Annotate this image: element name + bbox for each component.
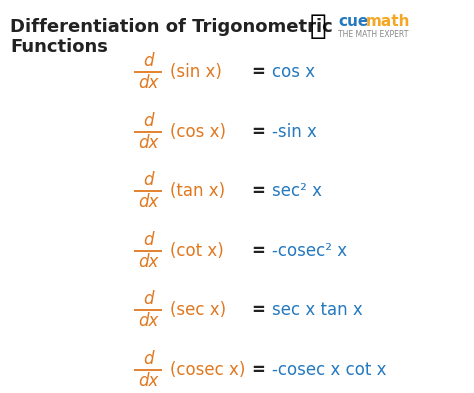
- Text: dx: dx: [138, 134, 158, 152]
- Text: d: d: [143, 112, 153, 130]
- Text: sec x tan x: sec x tan x: [272, 301, 363, 320]
- Text: 🚀: 🚀: [310, 12, 327, 40]
- Text: d: d: [143, 52, 153, 70]
- Text: -cosec² x: -cosec² x: [272, 242, 347, 260]
- Text: (tan x): (tan x): [170, 182, 225, 200]
- Text: d: d: [143, 231, 153, 249]
- Text: dx: dx: [138, 253, 158, 271]
- Text: dx: dx: [138, 312, 158, 331]
- Text: =: =: [251, 123, 265, 141]
- Text: (cosec x): (cosec x): [170, 361, 246, 379]
- Text: =: =: [251, 63, 265, 81]
- Text: (sin x): (sin x): [170, 63, 222, 81]
- Text: -sin x: -sin x: [272, 123, 317, 141]
- Text: cue: cue: [338, 14, 368, 29]
- Text: Differentiation of Trigonometric: Differentiation of Trigonometric: [10, 18, 333, 36]
- Text: (cos x): (cos x): [170, 123, 226, 141]
- Text: (cot x): (cot x): [170, 242, 224, 260]
- Text: =: =: [251, 361, 265, 379]
- Text: Functions: Functions: [10, 38, 108, 56]
- Text: dx: dx: [138, 74, 158, 92]
- Text: d: d: [143, 290, 153, 309]
- Text: d: d: [143, 350, 153, 368]
- Text: dx: dx: [138, 372, 158, 390]
- Text: =: =: [251, 182, 265, 200]
- Text: -cosec x cot x: -cosec x cot x: [272, 361, 386, 379]
- Text: =: =: [251, 301, 265, 320]
- Text: math: math: [366, 14, 410, 29]
- Text: THE MATH EXPERT: THE MATH EXPERT: [338, 30, 409, 39]
- Text: d: d: [143, 171, 153, 189]
- Text: dx: dx: [138, 193, 158, 211]
- Text: sec² x: sec² x: [272, 182, 322, 200]
- Text: (sec x): (sec x): [170, 301, 226, 320]
- Text: =: =: [251, 242, 265, 260]
- Text: cos x: cos x: [272, 63, 315, 81]
